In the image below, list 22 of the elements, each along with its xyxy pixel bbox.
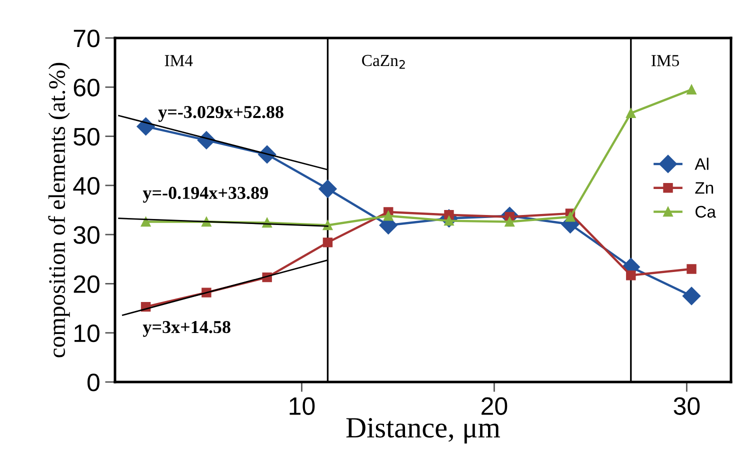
y-tick-label: 20 [74, 275, 100, 294]
legend-label: Al [694, 158, 708, 170]
y-axis-title: composition of elements (at.%) [48, 62, 70, 358]
annotation: y=3x+14.58 [142, 320, 230, 337]
x-tick-label: 20 [482, 397, 508, 415]
y-tick-label: 30 [74, 226, 100, 244]
y-tick-label: 0 [87, 374, 100, 392]
y-tick-label: 70 [74, 30, 100, 48]
legend-label: Ca [696, 206, 716, 218]
y-tick-label: 60 [74, 78, 100, 96]
annotation: y=-0.194x+33.89 [142, 186, 268, 203]
annotation: y=-3.029x+52.88 [158, 106, 284, 122]
y-tick-label: 40 [73, 177, 100, 195]
y-tick-label: 50 [74, 128, 100, 146]
annotation: IM5 [652, 55, 679, 66]
x-tick-label: 10 [290, 397, 315, 415]
y-tick-label: 10 [74, 324, 100, 342]
legend-label: Zn [695, 182, 714, 194]
annotation: IM4 [164, 55, 193, 66]
x-axis-title: Distance, μm [346, 418, 500, 444]
annotation: CaZn$_{2}$ [362, 54, 405, 69]
x-tick-label: 30 [674, 397, 700, 415]
